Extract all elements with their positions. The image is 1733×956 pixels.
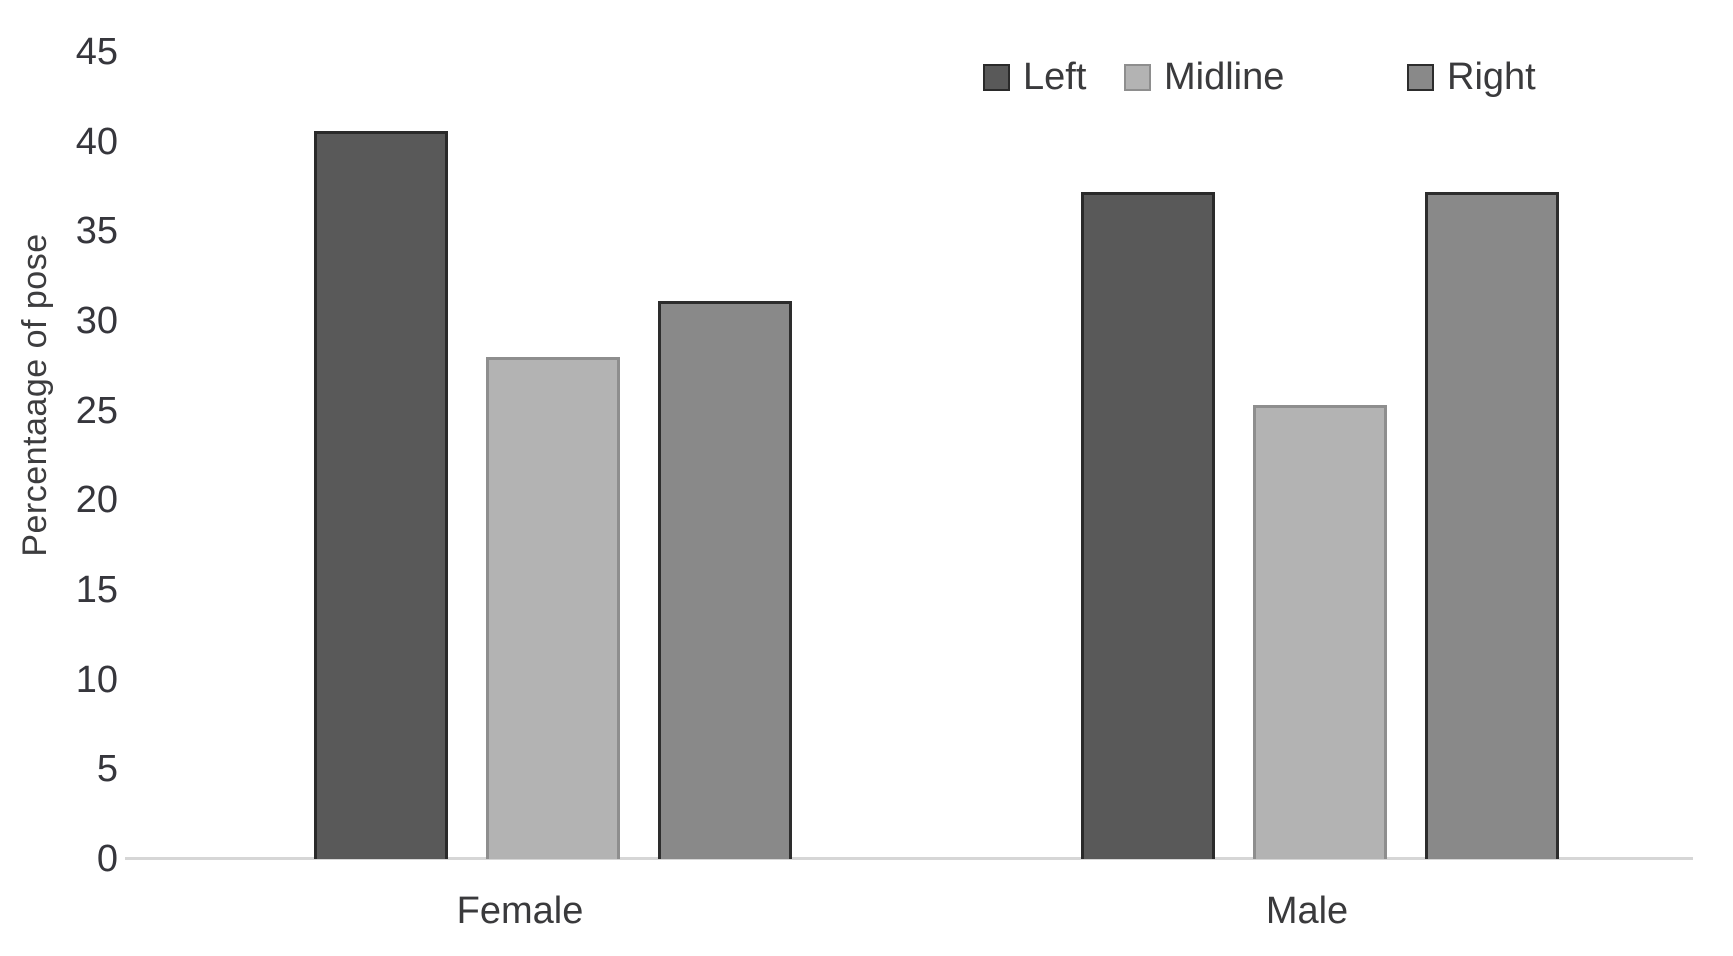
- bar-male-right: [1425, 191, 1559, 859]
- bar-female-midline: [486, 356, 620, 859]
- y-tick-label: 45: [75, 31, 118, 73]
- y-tick-label: 40: [75, 120, 118, 163]
- legend-item-right: Right: [1407, 57, 1536, 97]
- y-tick-label: 30: [75, 300, 118, 342]
- bar-male-left: [1081, 191, 1215, 859]
- legend-swatch-midline: [1124, 63, 1151, 91]
- legend-item-left: Left: [983, 57, 1086, 97]
- category-label-female: Female: [456, 890, 584, 932]
- legend-label-right: Right: [1447, 56, 1536, 98]
- legend-item-midline: Midline: [1124, 57, 1284, 97]
- y-tick-label: 0: [96, 838, 118, 880]
- bar-female-right: [658, 301, 792, 859]
- y-tick-label: 10: [75, 658, 118, 701]
- bar-female-left: [314, 130, 448, 859]
- legend-swatch-left: [983, 63, 1010, 91]
- bar-male-midline: [1253, 405, 1387, 859]
- y-tick-label: 25: [75, 389, 118, 432]
- legend-label-left: Left: [1023, 56, 1087, 98]
- y-tick-label: 20: [75, 479, 118, 522]
- y-tick-label: 15: [75, 569, 118, 611]
- y-tick-label: 35: [75, 210, 118, 253]
- category-label-male: Male: [1265, 890, 1349, 932]
- x-axis-line: [125, 857, 1693, 860]
- y-tick-label: 5: [96, 748, 118, 791]
- legend-swatch-right: [1407, 63, 1434, 91]
- legend-label-midline: Midline: [1164, 56, 1285, 98]
